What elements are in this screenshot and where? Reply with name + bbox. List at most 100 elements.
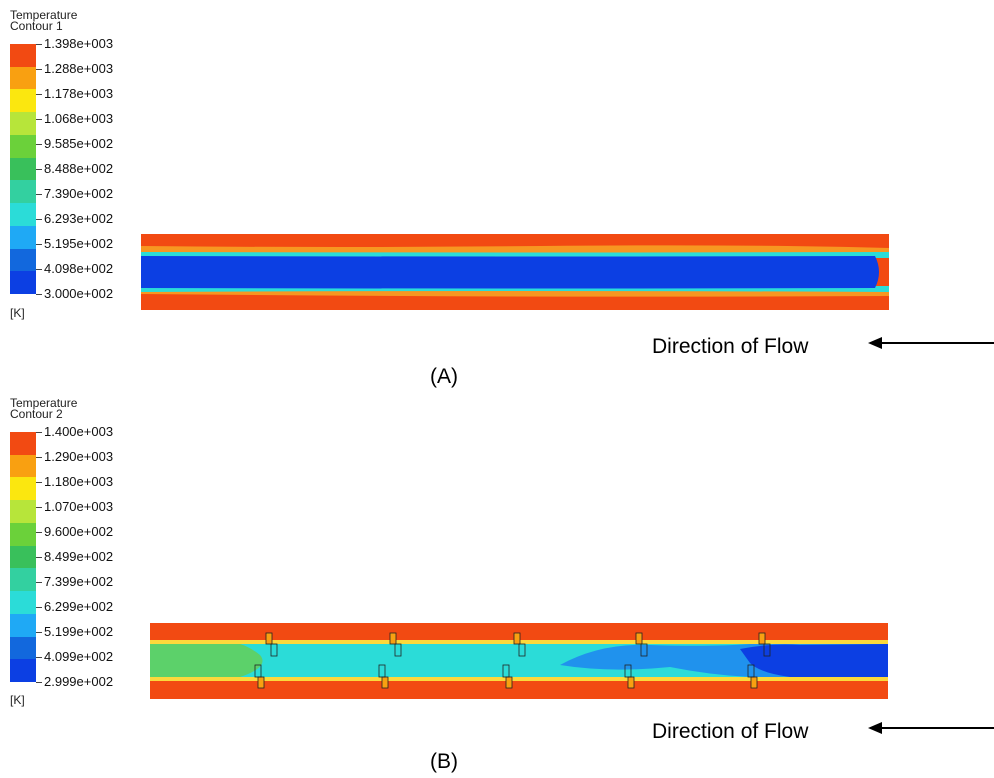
legend-tick	[36, 194, 42, 195]
legend-tick	[36, 94, 42, 95]
legend-color-swatch	[10, 659, 36, 683]
flow-arrow-icon	[868, 722, 994, 734]
baffle-outline	[254, 664, 262, 678]
legend-level-label: 7.390e+002	[44, 186, 114, 201]
temperature-contour-plot	[141, 234, 889, 310]
legend-color-swatch	[10, 545, 36, 569]
baffle-outline	[394, 643, 402, 657]
legend-color-swatch	[10, 591, 36, 615]
legend-tick	[36, 507, 42, 508]
cyan-mixing-zone-2	[340, 644, 490, 676]
legend-level-label: 1.070e+003	[44, 499, 114, 514]
legend-color-swatch	[10, 225, 36, 250]
legend-color-swatch	[10, 636, 36, 660]
legend-color-swatch	[10, 454, 36, 478]
legend-level-label: 5.195e+002	[44, 236, 114, 251]
legend-tick	[36, 119, 42, 120]
legend-title: Temperature Contour 2	[10, 396, 78, 421]
legend-color-swatch	[10, 89, 36, 113]
baffle	[265, 632, 273, 645]
baffle	[635, 632, 643, 645]
baffle	[389, 632, 397, 645]
legend-level-label: 1.180e+003	[44, 474, 114, 489]
legend-tick	[36, 482, 42, 483]
legend-title-line1: Temperature	[10, 8, 78, 22]
baffle	[750, 676, 758, 689]
legend-tick	[36, 532, 42, 533]
legend-tick	[36, 632, 42, 633]
baffle	[257, 676, 265, 689]
baffle	[513, 632, 521, 645]
legend-level-label: 8.499e+002	[44, 549, 114, 564]
baffle-outline	[747, 664, 755, 678]
baffle	[758, 632, 766, 645]
baffle-outline	[763, 643, 771, 657]
legend-color-swatch	[10, 157, 36, 181]
legend-level-label: 1.398e+003	[44, 36, 114, 51]
legend-color-swatch	[10, 180, 36, 204]
legend-level-label: 8.488e+002	[44, 161, 114, 176]
baffle-outlines	[254, 643, 771, 678]
legend-tick	[36, 294, 42, 295]
baffle	[381, 676, 389, 689]
legend-level-label: 1.068e+003	[44, 111, 114, 126]
legend-level-label: 2.999e+002	[44, 674, 114, 689]
legend-title-line2: Contour 1	[10, 19, 63, 33]
unit-label: [K]	[10, 693, 25, 707]
baffle-outline	[502, 664, 510, 678]
legend-tick	[36, 657, 42, 658]
baffle-outline	[518, 643, 526, 657]
flow-arrow-icon	[868, 337, 994, 349]
legend-color-swatch	[10, 203, 36, 227]
legend-color-swatch	[10, 500, 36, 524]
lower-yellow-edge	[150, 677, 888, 681]
panel-caption: (A)	[430, 365, 458, 388]
legend-level-label: 4.099e+002	[44, 649, 114, 664]
legend-level-label: 6.293e+002	[44, 211, 114, 226]
baffle-outline	[640, 643, 648, 657]
baffles	[257, 632, 766, 689]
unit-label: [K]	[10, 306, 25, 320]
legend-tick	[36, 244, 42, 245]
legend-tick	[36, 44, 42, 45]
legend-color-swatch	[10, 522, 36, 547]
legend-color-swatch	[10, 477, 36, 501]
color-legend-bar	[10, 44, 36, 295]
legend-level-label: 1.178e+003	[44, 86, 114, 101]
legend-tick	[36, 269, 42, 270]
temperature-contour-plot	[150, 623, 888, 699]
baffle-outline	[624, 664, 632, 678]
legend-color-swatch	[10, 568, 36, 592]
legend-tick	[36, 432, 42, 433]
legend-color-swatch	[10, 112, 36, 136]
legend-tick	[36, 69, 42, 70]
legend-level-label: 5.199e+002	[44, 624, 114, 639]
legend-tick	[36, 582, 42, 583]
legend-level-label: 6.299e+002	[44, 599, 114, 614]
baffle-outline	[378, 664, 386, 678]
legend-tick	[36, 682, 42, 683]
legend-color-swatch	[10, 44, 36, 68]
legend-level-label: 4.098e+002	[44, 261, 114, 276]
flow-direction-label: Direction of Flow	[652, 335, 809, 358]
legend-tick	[36, 169, 42, 170]
baffle	[627, 676, 635, 689]
legend-tick	[36, 144, 42, 145]
legend-color-swatch	[10, 248, 36, 272]
baffle	[505, 676, 513, 689]
legend-color-swatch	[10, 613, 36, 638]
legend-level-label: 7.399e+002	[44, 574, 114, 589]
legend-level-label: 1.288e+003	[44, 61, 114, 76]
legend-level-label: 1.290e+003	[44, 449, 114, 464]
legend-title-line2: Contour 2	[10, 407, 63, 421]
legend-color-swatch	[10, 432, 36, 456]
panel-b: Temperature Contour 2 1.400e+003 1.290e+0…	[0, 390, 994, 778]
legend-color-swatch	[10, 271, 36, 295]
cold-core	[740, 644, 888, 677]
legend-tick	[36, 219, 42, 220]
legend-title: Temperature Contour 1	[10, 8, 78, 33]
legend-level-label: 9.600e+002	[44, 524, 114, 539]
legend-tick	[36, 557, 42, 558]
legend-title-line1: Temperature	[10, 396, 78, 410]
legend-level-label: 3.000e+002	[44, 286, 114, 301]
